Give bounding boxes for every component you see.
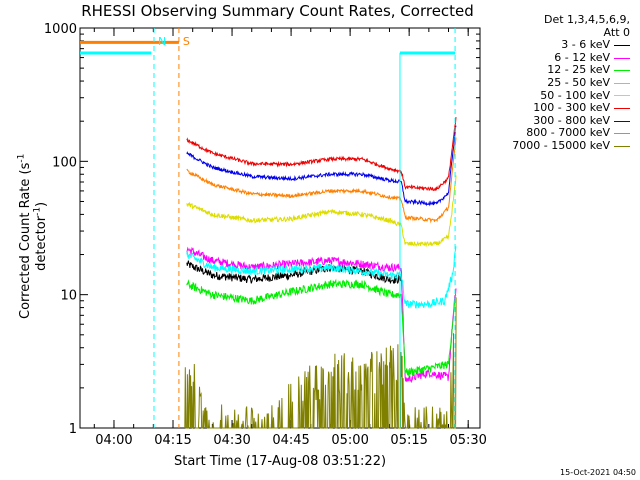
- legend-entry-label: 3 - 6 keV: [561, 38, 610, 52]
- legend-swatch: [614, 44, 630, 46]
- legend-entry-label: 800 - 7000 keV: [526, 126, 610, 140]
- generation-timestamp: 15-Oct-2021 04:50: [560, 468, 636, 477]
- legend-swatch: [614, 82, 630, 84]
- legend-entry: 800 - 7000 keV: [480, 127, 630, 140]
- legend-entry-label: 25 - 50 keV: [547, 75, 610, 89]
- legend-entry: 100 - 300 keV: [480, 102, 630, 115]
- legend-swatch: [614, 145, 630, 147]
- y-axis-label: Corrected Count Rate (s-1 detector-1): [16, 153, 50, 319]
- legend: Det 1,3,4,5,6,9, Att 0 3 - 6 keV 6 - 12 k…: [480, 13, 630, 153]
- legend-entry-label: 50 - 100 keV: [540, 88, 610, 102]
- legend-swatch: [614, 57, 630, 59]
- series-line: [186, 175, 457, 248]
- x-tick-label: 04:00: [95, 433, 132, 448]
- y-tick-label: 10: [60, 289, 77, 304]
- legend-swatch: [614, 95, 630, 97]
- x-tick-label: 04:45: [272, 433, 309, 448]
- x-tick-label: 05:00: [331, 433, 368, 448]
- legend-swatch: [614, 107, 630, 109]
- legend-entry-label: 6 - 12 keV: [554, 50, 610, 64]
- x-tick-label: 04:15: [154, 433, 191, 448]
- legend-header-att: Att 0: [603, 25, 630, 39]
- legend-swatch: [614, 70, 630, 72]
- legend-entry: 3 - 6 keV: [480, 39, 630, 52]
- y-tick-label: 1000: [44, 22, 77, 37]
- legend-entry-label: 7000 - 15000 keV: [512, 138, 610, 152]
- legend-swatch: [614, 133, 630, 135]
- y-tick-label: 100: [52, 155, 77, 170]
- legend-entry-label: 12 - 25 keV: [547, 63, 610, 77]
- legend-entry: 25 - 50 keV: [480, 75, 630, 90]
- legend-entry: 300 - 800 keV: [480, 113, 630, 128]
- series-line: [186, 137, 457, 224]
- legend-entry: 12 - 25 keV: [480, 64, 630, 77]
- marker-label: N: [158, 35, 166, 48]
- legend-header: Det 1,3,4,5,6,9,: [543, 13, 630, 26]
- x-tick-label: 05:30: [449, 433, 486, 448]
- chart-title: RHESSI Observing Summary Count Rates, Co…: [81, 2, 474, 20]
- legend-entry: 50 - 100 keV: [480, 88, 630, 103]
- legend-rows: 3 - 6 keV 6 - 12 keV 12 - 25 keV 25 - 50 ke…: [480, 39, 630, 152]
- y-tick-label: 1: [69, 422, 77, 437]
- series-line: [184, 297, 457, 430]
- legend-entry: 7000 - 15000 keV: [480, 138, 630, 153]
- plot-frame: [79, 27, 481, 429]
- legend-entry-label: 100 - 300 keV: [533, 101, 610, 115]
- x-tick-label: 05:15: [390, 433, 427, 448]
- legend-swatch: [614, 120, 630, 122]
- x-tick-label: 04:30: [213, 433, 250, 448]
- series-line: [186, 117, 457, 192]
- marker-label: S: [183, 35, 190, 48]
- series-line: [186, 125, 457, 207]
- legend-entry-label: 300 - 800 keV: [533, 113, 610, 127]
- series-line: [186, 246, 457, 309]
- series-line: [186, 278, 457, 378]
- series-line: [186, 246, 457, 384]
- x-axis-label: Start Time (17-Aug-08 03:51:22): [173, 454, 387, 469]
- legend-entry: 6 - 12 keV: [480, 50, 630, 65]
